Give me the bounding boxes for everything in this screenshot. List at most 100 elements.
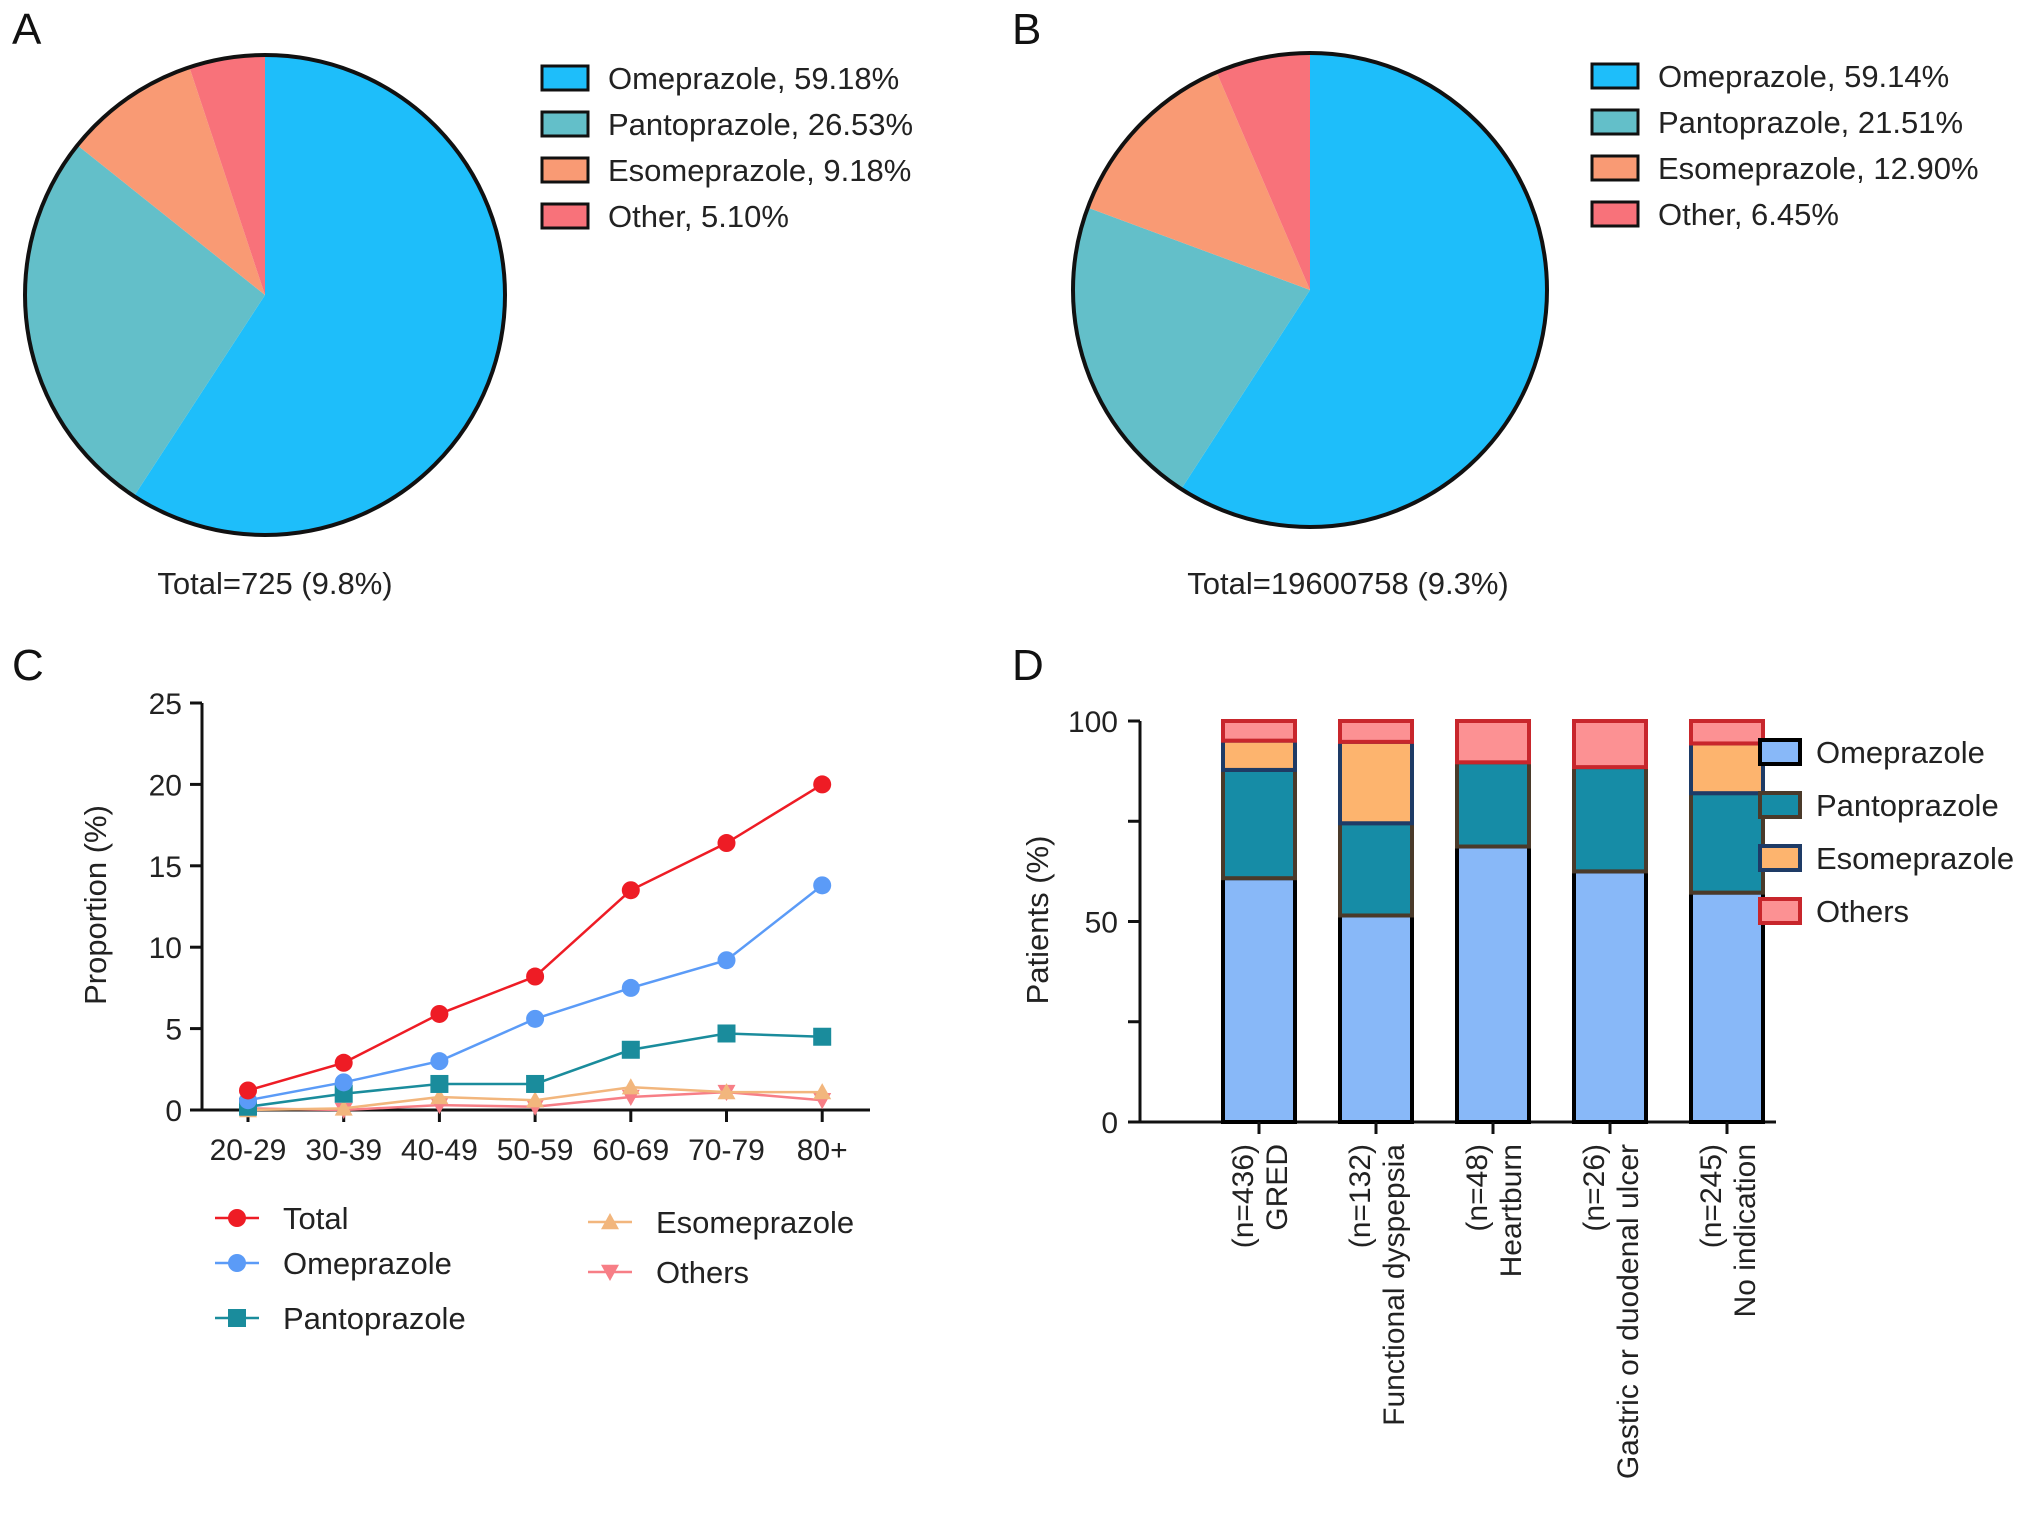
legend-label-esomeprazole: Esomeprazole <box>1816 841 2014 876</box>
data-point-omeprazole <box>526 1009 545 1028</box>
legend-label-other: Other, 5.10% <box>608 199 789 234</box>
panel-label-b: B <box>1012 5 1041 54</box>
legend-label-pantoprazole: Pantoprazole, 26.53% <box>608 107 913 142</box>
y-tick-label: 50 <box>1085 907 1118 940</box>
line-chart-c: 0 5 10 15 20 25 20-29 30-39 40-49 50-59 60-69 70-79… <box>149 688 870 1167</box>
legend-label-others: Others <box>656 1255 749 1290</box>
bar-group-gastric-or-duodenal-ulcer <box>1572 719 1648 1124</box>
bar-segment-omeprazole <box>1572 869 1648 1124</box>
bar-segment-omeprazole <box>1221 876 1297 1125</box>
data-point-pantoprazole <box>430 1074 449 1093</box>
bar-group-functional-dyspepsia <box>1338 719 1414 1124</box>
line-c-legend: Total Omeprazole Pantoprazole Esomeprazole O… <box>215 1201 854 1336</box>
data-point-omeprazole <box>430 1052 449 1071</box>
data-point-pantoprazole <box>621 1040 640 1059</box>
legend-label-pantoprazole: Pantoprazole <box>1816 788 1999 823</box>
bar-group-no-indication <box>1689 719 1765 1124</box>
bar-segment-esomeprazole <box>1689 741 1765 796</box>
legend-label-esomeprazole: Esomeprazole, 9.18% <box>608 153 911 188</box>
series-line-omeprazole <box>247 884 823 1102</box>
legend-label-omeprazole: Omeprazole, 59.14% <box>1658 59 1949 94</box>
bar-segment-pantoprazole <box>1572 765 1648 874</box>
data-point-total <box>621 881 640 900</box>
legend-item-omeprazole: Omeprazole <box>215 1246 452 1281</box>
legend-item-esomeprazole: Esomeprazole <box>588 1205 854 1240</box>
pie-b-legend: Omeprazole, 59.14% Pantoprazole, 21.51% Es… <box>1590 59 1979 232</box>
y-tick-label: 0 <box>165 1095 182 1128</box>
legend-label-total: Total <box>283 1201 348 1236</box>
pie-slice-esomeprazole <box>77 67 265 295</box>
bar-segment-pantoprazole <box>1338 821 1414 918</box>
x-tick-label-n: (n=26) <box>1578 1144 1611 1232</box>
data-point-pantoprazole <box>526 1074 545 1093</box>
x-tick-label: 50-59 <box>497 1134 574 1167</box>
data-point-total <box>717 834 736 853</box>
legend-label-omeprazole: Omeprazole <box>283 1246 452 1281</box>
legend-marker-others <box>601 1264 619 1281</box>
bar-segment-others <box>1221 719 1297 743</box>
y-tick-label: 0 <box>1101 1107 1118 1140</box>
legend-marker-total <box>228 1209 246 1227</box>
x-tick-label: 30-39 <box>305 1134 382 1167</box>
x-tick-label-n: (n=436) <box>1227 1144 1260 1248</box>
legend-swatch-omeprazole <box>540 64 590 92</box>
bar-segment-omeprazole <box>1689 890 1765 1124</box>
legend-item-others: Others <box>588 1255 749 1290</box>
legend-label-pantoprazole: Pantoprazole, 21.51% <box>1658 105 1963 140</box>
y-tick-label: 15 <box>149 851 182 884</box>
y-tick-label: 10 <box>149 932 182 965</box>
legend-label-esomeprazole: Esomeprazole, 12.90% <box>1658 151 1979 186</box>
data-point-esomeprazole <box>717 1083 736 1100</box>
bar-segment-others <box>1572 719 1648 770</box>
legend-swatch-pantoprazole <box>1758 791 1802 819</box>
bar-segment-others <box>1689 719 1765 746</box>
data-point-esomeprazole <box>621 1078 640 1095</box>
data-point-omeprazole <box>334 1073 353 1092</box>
bar-d-legend: Omeprazole Pantoprazole Esomeprazole Others <box>1758 735 2014 929</box>
pie-slice-omeprazole <box>134 55 505 535</box>
pie-slice-other <box>189 55 265 295</box>
x-tick-label-name: GRED <box>1261 1144 1294 1231</box>
bar-segment-esomeprazole <box>1338 739 1414 826</box>
bar-segment-pantoprazole <box>1689 791 1765 895</box>
legend-swatch-esomeprazole <box>540 156 590 184</box>
pie-slice-pantoprazole <box>1073 207 1310 489</box>
bar-segment-pantoprazole <box>1455 760 1531 849</box>
legend-marker-esomeprazole <box>601 1213 619 1230</box>
legend-item-pantoprazole: Pantoprazole <box>215 1301 466 1336</box>
series-line-total <box>247 783 823 1092</box>
legend-swatch-others <box>1758 897 1802 925</box>
pie-outline <box>1071 51 1549 529</box>
data-point-omeprazole <box>621 978 640 997</box>
x-tick-label: 70-79 <box>688 1134 765 1167</box>
legend-swatch-omeprazole <box>1758 738 1802 766</box>
x-tick-label-n: (n=132) <box>1344 1144 1377 1248</box>
legend-label-other: Other, 6.45% <box>1658 197 1839 232</box>
panel-label-d: D <box>1012 641 1044 690</box>
data-point-esomeprazole <box>430 1087 449 1105</box>
x-tick-label: 80+ <box>797 1134 848 1167</box>
x-tick-label-name: Gastric or duodenal ulcer <box>1612 1144 1645 1479</box>
legend-swatch-pantoprazole <box>540 110 590 138</box>
y-tick-label: 25 <box>149 688 182 721</box>
data-point-omeprazole <box>813 876 832 895</box>
legend-label-pantoprazole: Pantoprazole <box>283 1301 466 1336</box>
legend-label-others: Others <box>1816 894 1909 929</box>
data-point-esomeprazole <box>526 1091 545 1108</box>
pie-slice-esomeprazole <box>1087 72 1310 290</box>
pie-chart-b <box>1071 51 1549 529</box>
legend-swatch-esomeprazole <box>1758 844 1802 872</box>
legend-marker-omeprazole <box>228 1254 246 1272</box>
data-point-pantoprazole <box>717 1024 736 1043</box>
legend-label-omeprazole: Omeprazole <box>1816 735 1985 770</box>
data-point-omeprazole <box>717 951 736 970</box>
series-omeprazole <box>239 876 832 1110</box>
y-tick-label: 5 <box>165 1014 182 1047</box>
x-tick-label-name: Functional dyspepsia <box>1378 1144 1411 1426</box>
bar-d-y-axis-title: Patients (%) <box>1020 836 1055 1005</box>
line-c-y-axis-title: Proportion (%) <box>78 805 113 1005</box>
x-tick-label: 20-29 <box>210 1134 287 1167</box>
x-tick-label-n: (n=245) <box>1695 1144 1728 1248</box>
y-tick-label: 20 <box>149 769 182 802</box>
